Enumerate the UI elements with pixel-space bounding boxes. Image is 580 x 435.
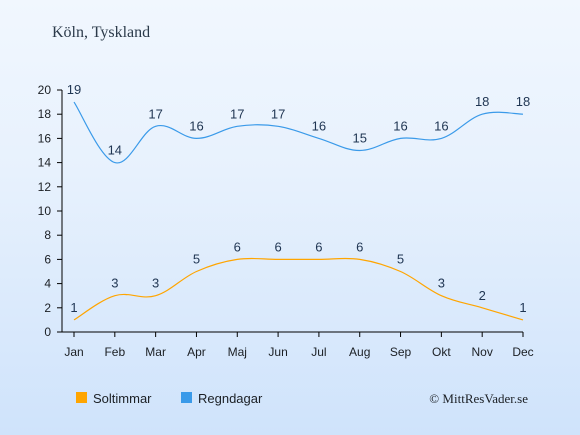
y-tick-label: 2 [44, 301, 51, 315]
y-tick-label: 14 [38, 156, 52, 170]
series-regndagar: 19 14 17 16 17 17 16 15 16 16 18 18 [67, 82, 530, 164]
series-soltimmar: 1 3 3 5 6 6 6 6 5 3 2 1 [70, 239, 527, 321]
x-tick-label: Mar [145, 345, 166, 359]
data-label: 6 [234, 239, 241, 254]
data-label: 5 [397, 252, 404, 267]
data-label: 6 [274, 239, 281, 254]
y-axis: 0 2 4 6 8 10 12 14 16 18 20 [38, 83, 63, 339]
y-tick-label: 0 [44, 325, 51, 339]
data-label: 6 [356, 239, 363, 254]
x-tick-label: Nov [472, 345, 493, 359]
y-tick-label: 6 [44, 252, 51, 266]
y-tick-label: 12 [38, 180, 52, 194]
data-label: 16 [434, 118, 448, 133]
x-tick-label: Dec [512, 345, 533, 359]
series-line [73, 101, 524, 164]
legend-swatch [76, 392, 87, 403]
x-axis: Jan Feb Mar Apr Maj Jun Jul Aug Sep Okt Nov Dec [62, 331, 534, 359]
y-tick-label: 18 [38, 107, 52, 121]
series-line [73, 257, 524, 321]
y-tick-label: 10 [38, 204, 52, 218]
data-label: 15 [352, 131, 366, 146]
y-tick-label: 20 [38, 83, 52, 97]
x-tick-label: Maj [228, 345, 247, 359]
x-tick-label: Aug [349, 345, 370, 359]
data-label: 5 [193, 252, 200, 267]
data-label: 14 [108, 143, 122, 158]
data-label: 6 [315, 239, 322, 254]
data-label: 3 [111, 276, 118, 291]
data-label: 18 [475, 94, 489, 109]
x-tick-label: Jul [311, 345, 326, 359]
data-label: 3 [438, 276, 445, 291]
data-label: 1 [519, 300, 526, 315]
data-label: 18 [516, 94, 530, 109]
x-tick-label: Jun [268, 345, 287, 359]
y-tick-label: 4 [44, 277, 51, 291]
x-tick-label: Apr [187, 345, 206, 359]
x-tick-label: Jan [64, 345, 83, 359]
data-label: 16 [393, 118, 407, 133]
data-label: 17 [230, 106, 244, 121]
legend-label: Soltimmar [93, 391, 152, 406]
x-tick-label: Feb [104, 345, 125, 359]
y-tick-label: 16 [38, 131, 52, 145]
x-tick-label: Sep [390, 345, 412, 359]
data-label: 16 [312, 118, 326, 133]
series-layer: 1 3 3 5 6 6 6 6 5 3 2 1 19 14 17 16 17 17 16 15 16 16 18 18 [67, 82, 530, 321]
chart-title: Köln, Tyskland [52, 24, 150, 41]
legend: Soltimmar Regndagar [76, 391, 263, 406]
data-label: 2 [479, 288, 486, 303]
x-tick-label: Okt [432, 345, 451, 359]
data-label: 17 [148, 106, 162, 121]
credit-text: © MittResVader.se [429, 391, 528, 406]
legend-swatch [181, 392, 192, 403]
data-label: 1 [70, 300, 77, 315]
y-tick-label: 8 [44, 228, 51, 242]
data-label: 16 [189, 118, 203, 133]
legend-label: Regndagar [198, 391, 263, 406]
data-label: 17 [271, 106, 285, 121]
data-label: 19 [67, 82, 81, 97]
data-label: 3 [152, 276, 159, 291]
